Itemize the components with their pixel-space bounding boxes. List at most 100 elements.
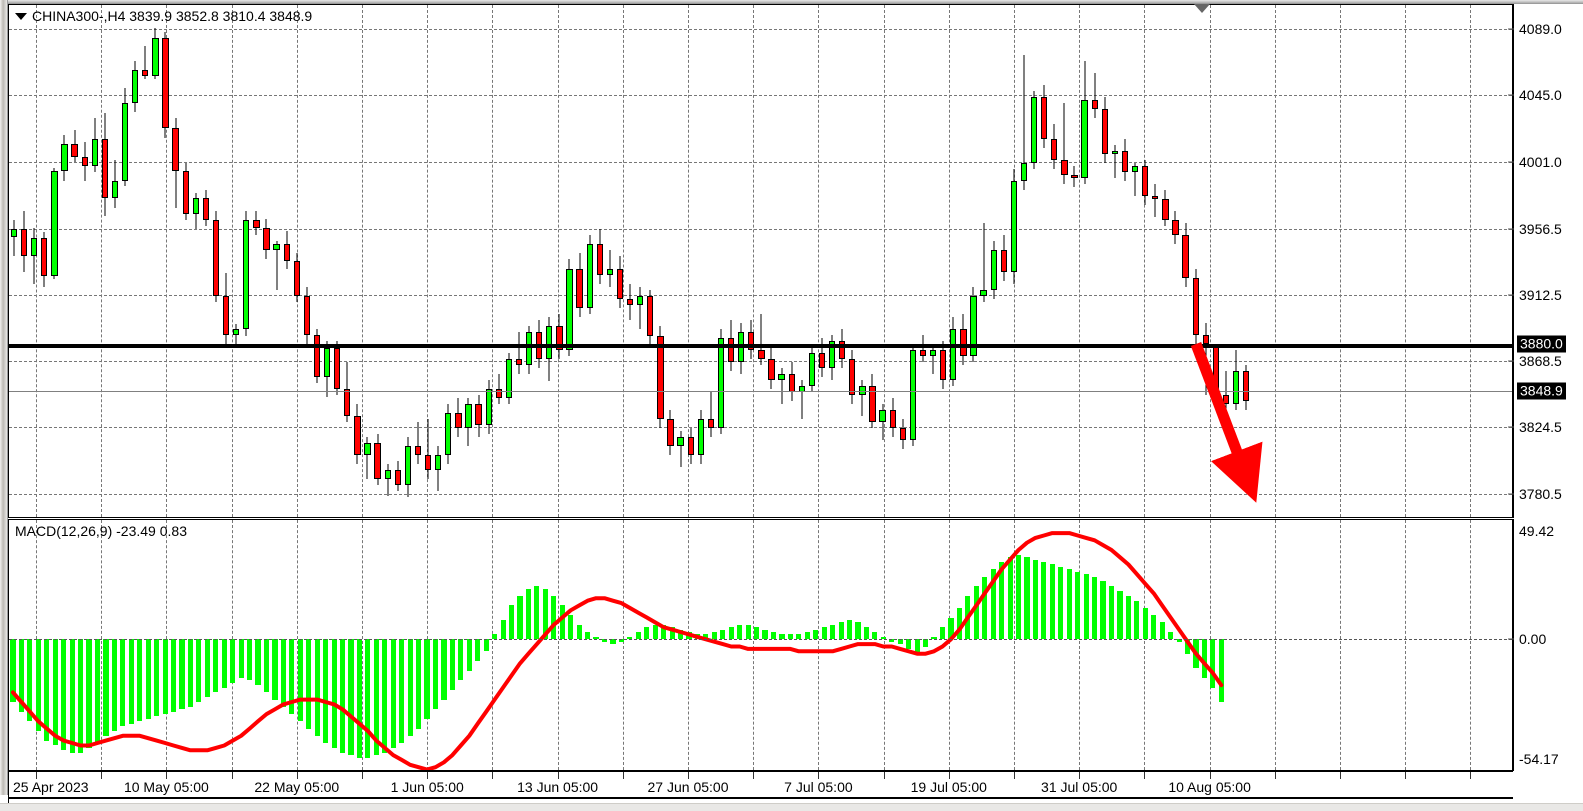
candlestick — [849, 349, 856, 405]
candle-body-bullish — [465, 404, 472, 429]
candle-body-bearish — [253, 220, 260, 228]
candlestick — [1192, 268, 1199, 344]
candlestick — [717, 328, 725, 435]
macd-histogram-bar — [1075, 571, 1081, 640]
macd-histogram-bar — [762, 629, 768, 640]
candlestick — [515, 331, 523, 374]
macd-histogram-bar — [703, 634, 709, 640]
candle-body-bearish — [142, 69, 149, 76]
time-axis[interactable]: 25 Apr 2023 10 May 05:00 22 May 05:00 1 Jun… — [8, 771, 1513, 803]
price-chart-pane[interactable]: CHINA300-,H4 3839.9 3852.8 3810.4 3848.9 — [8, 4, 1513, 518]
candle-body-bearish — [414, 446, 422, 456]
macd-histogram-bar — [1049, 564, 1055, 640]
macd-indicator-pane[interactable]: MACD(12,26,9) -23.49 0.83 — [8, 519, 1513, 771]
macd-histogram-bar — [323, 639, 329, 744]
candlestick — [828, 334, 836, 380]
candle-body-bearish — [1142, 166, 1149, 197]
macd-histogram-bar — [458, 639, 464, 681]
macd-histogram-bar — [889, 639, 895, 642]
candlestick — [839, 328, 846, 368]
price-axis-tick — [1508, 228, 1514, 230]
time-axis-tick — [492, 772, 494, 779]
macd-histogram-bar — [263, 639, 270, 693]
candle-body-bullish — [525, 331, 533, 365]
macd-histogram-bar — [306, 639, 312, 729]
candlestick — [293, 253, 300, 302]
macd-histogram-bar — [94, 639, 101, 744]
candle-body-bearish — [303, 295, 311, 335]
candle-body-bullish — [717, 337, 725, 429]
candle-body-bullish — [828, 340, 836, 368]
candle-body-bullish — [586, 244, 593, 308]
candle-body-bullish — [637, 295, 644, 305]
time-axis-tick — [1470, 772, 1472, 779]
macd-histogram-bar — [120, 639, 126, 727]
candlestick — [1030, 90, 1038, 170]
macd-histogram-bar — [500, 619, 506, 640]
time-axis-label: 1 Jun 05:00 — [390, 779, 464, 795]
candle-body-bullish — [808, 352, 816, 386]
candle-body-bearish — [889, 410, 896, 429]
macd-histogram-bar — [745, 624, 751, 640]
candle-wick — [932, 343, 934, 374]
candlestick — [546, 316, 553, 382]
price-axis[interactable]: 4089.0 4045.0 4001.0 3956.5 3912.5 3880.0 3868… — [1508, 4, 1583, 518]
chevron-down-icon[interactable] — [15, 13, 27, 20]
macd-histogram-bar — [1100, 581, 1106, 640]
macd-histogram-bar — [204, 639, 210, 698]
candlestick — [1071, 166, 1078, 188]
candlestick — [889, 398, 896, 438]
candlestick — [273, 241, 280, 290]
candle-body-bullish — [364, 443, 371, 456]
vertical-gridline — [818, 5, 820, 517]
candle-body-bearish — [222, 295, 230, 335]
macd-histogram-bar — [424, 639, 430, 719]
macd-histogram-bar — [593, 636, 599, 640]
time-axis-label: 22 May 05:00 — [254, 779, 340, 795]
macd-histogram-bar — [906, 639, 912, 649]
time-axis-tick — [1014, 772, 1015, 779]
candlestick — [1121, 139, 1129, 182]
candle-body-bearish — [212, 220, 220, 296]
candle-body-bullish — [677, 437, 684, 447]
time-axis-tick — [231, 772, 233, 779]
candle-body-bullish — [1081, 99, 1088, 179]
candlestick — [687, 428, 694, 465]
candle-wick — [427, 419, 429, 480]
candle-wick — [1094, 72, 1096, 118]
candle-body-bullish — [243, 220, 250, 329]
macd-histogram-bar — [948, 617, 954, 640]
macd-histogram-bar — [1117, 591, 1123, 640]
macd-histogram-bar — [923, 639, 929, 647]
candlestick — [222, 273, 230, 344]
price-axis-label: 4045.0 — [1519, 87, 1562, 104]
candle-body-bearish — [768, 358, 775, 380]
time-axis-label: 27 Jun 05:00 — [647, 779, 729, 795]
macd-histogram-bar — [1024, 557, 1030, 640]
candle-body-bearish — [20, 229, 28, 257]
macd-histogram-bar — [1015, 554, 1022, 640]
candle-body-bullish — [61, 143, 68, 171]
price-axis-tick — [1508, 94, 1514, 96]
candle-body-bearish — [1222, 395, 1230, 405]
chart-top-marker-icon — [1194, 4, 1210, 13]
left-gutter[interactable] — [0, 0, 8, 795]
macd-histogram-bar — [1108, 586, 1115, 640]
macd-histogram-bar — [483, 639, 489, 652]
candlestick — [929, 343, 937, 374]
price-axis-tick — [1508, 493, 1514, 495]
price-plot-area[interactable] — [9, 5, 1512, 517]
horizontal-gridline — [9, 228, 1512, 230]
candle-body-bearish — [1061, 160, 1068, 176]
candle-body-bullish — [273, 244, 280, 251]
macd-plot-area[interactable] — [9, 520, 1512, 770]
macd-histogram-bar — [1007, 557, 1013, 640]
macd-histogram-bar — [1176, 639, 1182, 642]
vertical-gridline — [1014, 520, 1015, 770]
candlestick — [1232, 349, 1240, 411]
macd-histogram-bar — [492, 634, 498, 640]
macd-histogram-bar — [314, 639, 320, 736]
vertical-gridline — [1340, 5, 1341, 517]
time-axis-tick — [753, 772, 755, 779]
macd-axis[interactable]: 49.42 0.00 -54.17 — [1508, 519, 1583, 771]
